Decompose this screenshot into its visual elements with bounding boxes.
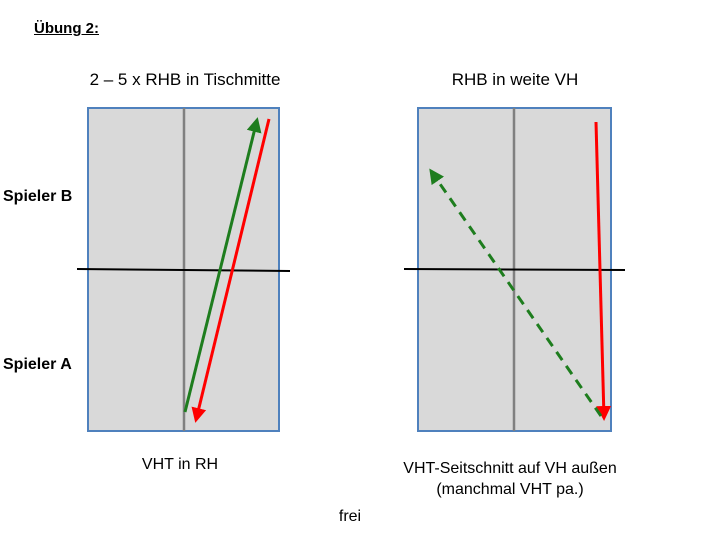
left-red-arrow [191,118,271,423]
right-table-net [403,268,626,271]
exercise-heading: Übung 2: [34,20,99,37]
player-a-label: Spieler A [3,356,72,373]
right-caption-line-1: VHT-Seitschnitt auf VH außen [403,460,617,477]
right-caption-line-2: (manchmal VHT pa.) [436,481,584,498]
player-b-label: Spieler B [3,188,73,205]
left-diagram-caption: VHT in RH [141,456,219,473]
left-green-arrow [183,117,262,413]
left-table-net [76,268,291,272]
right-diagram-title: RHB in weite VH [451,70,579,89]
footer-label: frei [338,508,362,525]
right-red-arrow [594,121,612,421]
left-table [76,107,291,432]
right-diagram-caption: VHT-Seitschnitt auf VH außen (manchmal V… [360,458,660,500]
left-diagram-title: 2 – 5 x RHB in Tischmitte [89,70,281,89]
right-table [403,107,626,432]
